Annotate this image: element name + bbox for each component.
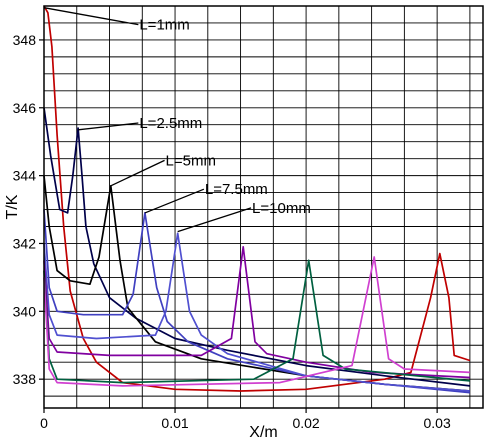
series-line-0 bbox=[43, 5, 471, 392]
series-line-7 bbox=[43, 256, 470, 387]
series-line-3 bbox=[43, 209, 470, 394]
annotation-label-1: L=2.5mm bbox=[139, 115, 202, 132]
series-line-5 bbox=[43, 246, 470, 379]
y-axis-title: T/K bbox=[4, 194, 21, 219]
x-tick-label: 0 bbox=[40, 415, 48, 431]
y-tick-label: 338 bbox=[13, 371, 37, 387]
series-line-1 bbox=[43, 107, 471, 387]
y-tick-label: 342 bbox=[13, 235, 37, 251]
grid-lines bbox=[44, 6, 483, 408]
y-tick-label: 344 bbox=[13, 168, 37, 184]
annotation-layer: L=1mm L=2.5mm L=5mm L=7.5mm L=10mm bbox=[43, 7, 311, 233]
y-tick-label: 346 bbox=[13, 100, 37, 116]
axis-ticks: 0 0.01 0.02 0.03 338 340 342 344 346 348 bbox=[13, 32, 451, 431]
annotation-label-2: L=5mm bbox=[166, 152, 216, 169]
annotation-leader-0 bbox=[43, 7, 139, 26]
series-line-6 bbox=[43, 259, 470, 384]
annotation-leader-1 bbox=[77, 122, 139, 131]
series-layer bbox=[43, 5, 471, 394]
series-line-2 bbox=[43, 175, 470, 392]
x-tick-label: 0.02 bbox=[292, 415, 319, 431]
annotation-label-4: L=10mm bbox=[252, 200, 311, 217]
annotation-label-0: L=1mm bbox=[139, 17, 189, 34]
x-tick-label: 0.03 bbox=[424, 415, 451, 431]
x-axis-title: X/m bbox=[249, 424, 277, 441]
annotation-leader-2 bbox=[110, 159, 165, 187]
plot-frame bbox=[43, 5, 484, 409]
y-tick-label: 340 bbox=[13, 303, 37, 319]
x-tick-label: 0.01 bbox=[161, 415, 188, 431]
annotation-leader-3 bbox=[144, 188, 205, 214]
annotation-label-3: L=7.5mm bbox=[205, 181, 268, 198]
annotation-leader-4 bbox=[177, 207, 252, 233]
y-tick-label: 348 bbox=[13, 32, 37, 48]
